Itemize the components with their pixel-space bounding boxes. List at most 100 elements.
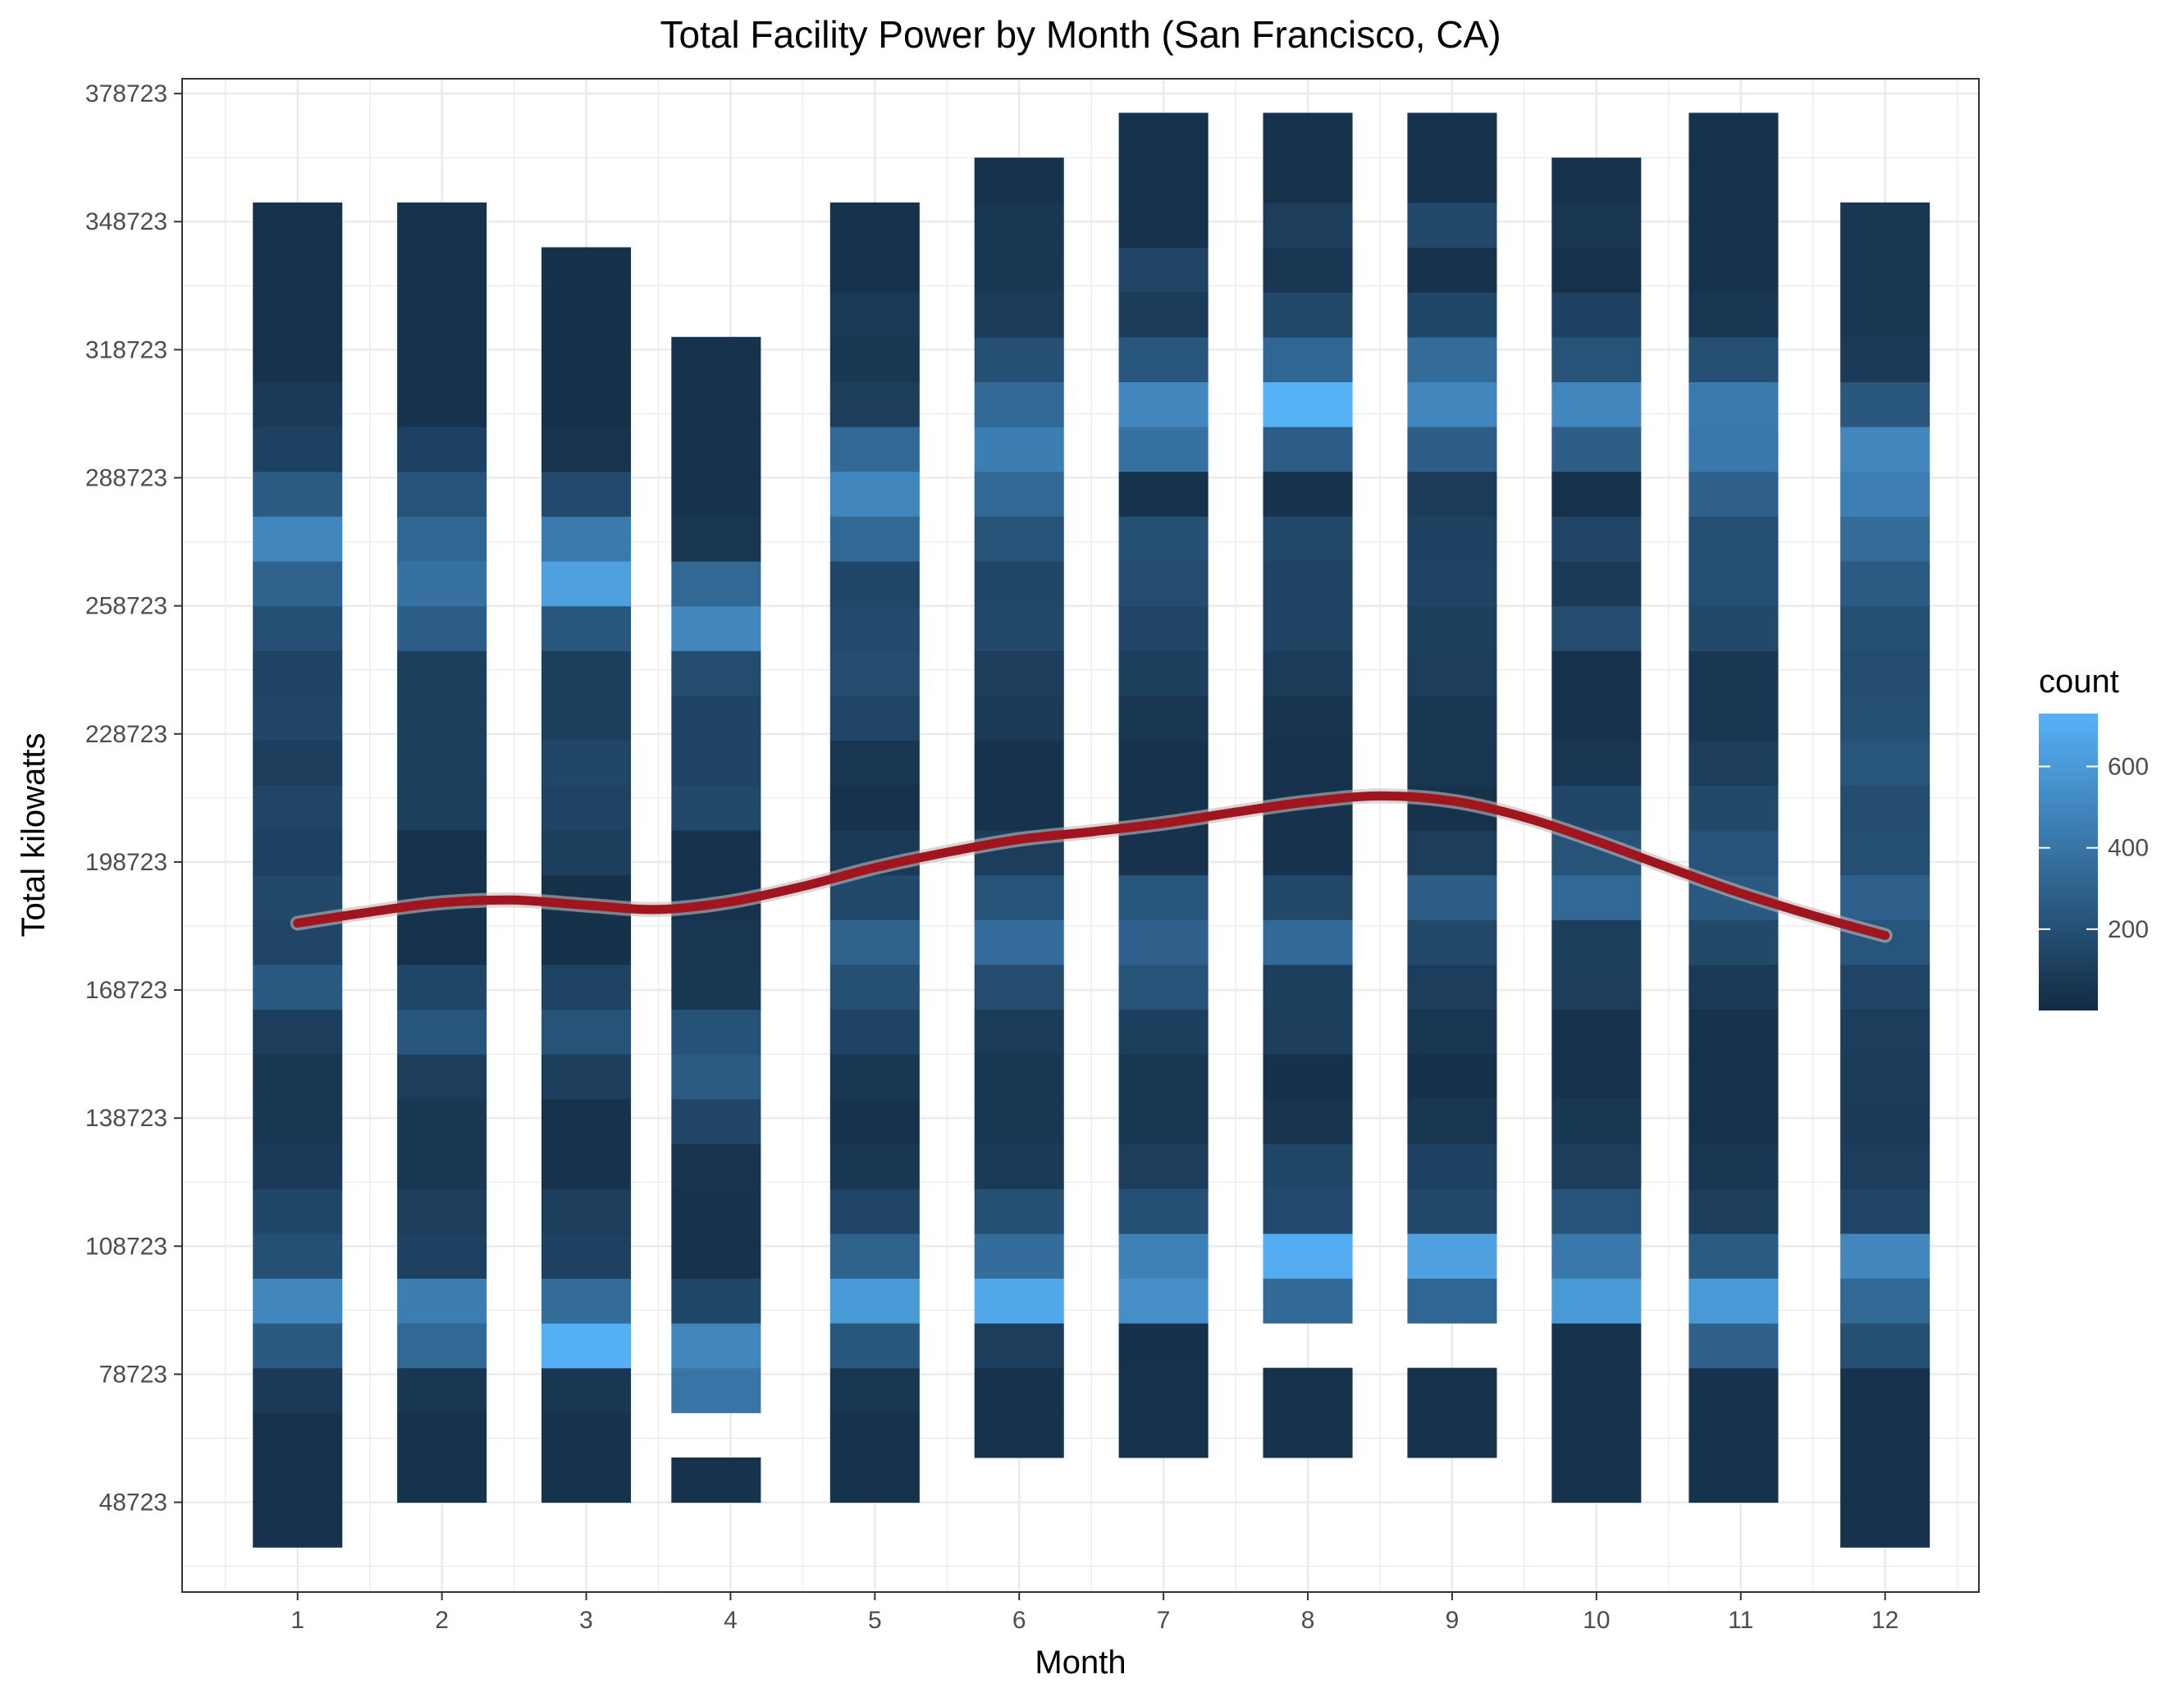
heatmap-tile: [1118, 292, 1209, 338]
heatmap-tile: [974, 292, 1064, 338]
heatmap-tile: [1407, 381, 1497, 427]
heatmap-tile: [1118, 1233, 1209, 1279]
heatmap-tile: [1407, 202, 1497, 249]
smooth-trend-line: [290, 788, 1893, 943]
heatmap-tile: [974, 740, 1064, 786]
y-tick-label: 348723: [85, 208, 167, 235]
legend-ticks: 200 400 600: [2039, 753, 2149, 943]
heatmap-tile: [974, 695, 1064, 741]
heatmap-tile: [1551, 202, 1642, 249]
heatmap-tile: [253, 560, 343, 607]
heatmap-tile: [1118, 381, 1209, 427]
heatmap-tile: [1407, 919, 1497, 965]
heatmap-tile: [1688, 829, 1779, 876]
heatmap-tile: [1840, 829, 1930, 876]
heatmap-tile: [1840, 605, 1930, 651]
heatmap-tile: [1688, 1188, 1779, 1234]
y-tick-label: 48723: [99, 1490, 167, 1517]
heatmap-tile: [671, 1457, 761, 1503]
heatmap-tile: [541, 560, 632, 607]
heatmap-tile: [1407, 874, 1497, 920]
heatmap-tile: [1407, 650, 1497, 696]
heatmap-tile: [1263, 1054, 1353, 1100]
heatmap-tiles: [253, 112, 1930, 1548]
heatmap-tile: [974, 919, 1064, 965]
heatmap-tile: [253, 292, 343, 338]
x-tick-label: 8: [1301, 1607, 1315, 1634]
heatmap-tile: [671, 785, 761, 831]
heatmap-tile: [671, 829, 761, 876]
heatmap-tile: [1688, 1412, 1779, 1458]
heatmap-tile: [1118, 1098, 1209, 1145]
heatmap-tile: [1551, 1322, 1642, 1369]
heatmap-tile: [1840, 650, 1930, 696]
heatmap-tile: [1840, 1009, 1930, 1055]
heatmap-tile: [1118, 874, 1209, 920]
heatmap-tile: [1263, 650, 1353, 696]
heatmap-tile: [829, 1322, 920, 1369]
heatmap-tile: [829, 1412, 920, 1458]
heatmap-tile: [974, 1009, 1064, 1055]
heatmap-tile: [1551, 157, 1642, 203]
heatmap-tile: [1118, 471, 1209, 517]
heatmap-tile: [829, 740, 920, 786]
heatmap-tile: [1263, 1233, 1353, 1279]
heatmap-tile: [1263, 1098, 1353, 1145]
heatmap-tile: [671, 1098, 761, 1145]
heatmap-tile: [974, 202, 1064, 249]
heatmap-tile: [1263, 247, 1353, 293]
heatmap-tile: [829, 1188, 920, 1234]
heatmap-tile: [253, 1054, 343, 1100]
heatmap-tile: [397, 381, 487, 427]
heatmap-tile: [253, 471, 343, 517]
x-tick-label: 1: [290, 1607, 304, 1634]
heatmap-tile: [1118, 740, 1209, 786]
heatmap-tile: [1263, 1009, 1353, 1055]
heatmap-tile: [671, 740, 761, 786]
heatmap-tile: [397, 695, 487, 741]
heatmap-tile: [974, 874, 1064, 920]
heatmap-tile: [829, 560, 920, 607]
heatmap-tile: [253, 964, 343, 1011]
heatmap-tile: [541, 1054, 632, 1100]
legend-tick-label: 400: [2108, 835, 2149, 862]
heatmap-tile: [1688, 785, 1779, 831]
heatmap-tile: [1840, 1188, 1930, 1234]
heatmap-tile: [974, 157, 1064, 203]
heatmap-tile: [541, 1367, 632, 1413]
heatmap-tile: [397, 964, 487, 1011]
heatmap-tile: [541, 740, 632, 786]
heatmap-tile: [1263, 112, 1353, 158]
heatmap-tile: [974, 1412, 1064, 1458]
heatmap-tile: [397, 202, 487, 249]
heatmap-tile: [1263, 157, 1353, 203]
heatmap-tile: [397, 292, 487, 338]
heatmap-tile: [829, 1278, 920, 1324]
heatmap-tile: [1407, 1233, 1497, 1279]
heatmap-tile: [671, 1233, 761, 1279]
heatmap-tile: [829, 292, 920, 338]
heatmap-tile: [397, 1143, 487, 1189]
heatmap-tile: [253, 1502, 343, 1548]
heatmap-tile: [541, 1188, 632, 1234]
legend-colorbar: [2039, 714, 2098, 1011]
heatmap-tile: [974, 471, 1064, 517]
heatmap-tile: [1688, 650, 1779, 696]
heatmap-tile: [1118, 829, 1209, 876]
heatmap-tile: [829, 516, 920, 562]
heatmap-tile: [541, 292, 632, 338]
heatmap-tile: [397, 650, 487, 696]
heatmap-tile: [1551, 471, 1642, 517]
heatmap-tile: [974, 1233, 1064, 1279]
heatmap-tile: [1840, 292, 1930, 338]
heatmap-tile: [671, 471, 761, 517]
heatmap-tile: [253, 1278, 343, 1324]
heatmap-tile: [1840, 964, 1930, 1011]
heatmap-tile: [1551, 292, 1642, 338]
heatmap-tile: [541, 829, 632, 876]
heatmap-tile: [829, 1009, 920, 1055]
heatmap-tile: [1551, 1412, 1642, 1458]
heatmap-tile: [1407, 740, 1497, 786]
heatmap-tile: [1840, 1143, 1930, 1189]
heatmap-tile: [1407, 292, 1497, 338]
